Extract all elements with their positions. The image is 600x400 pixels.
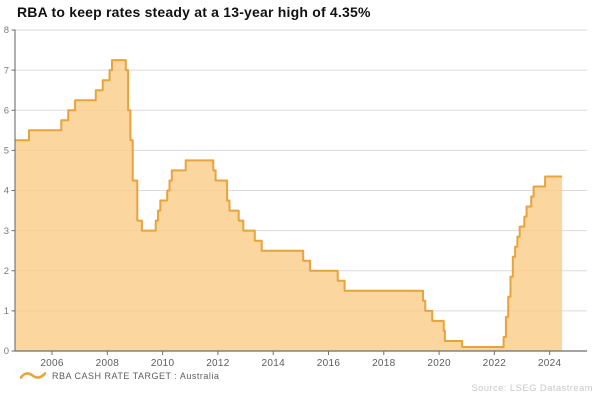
rate-area-fill [15, 60, 563, 351]
svg-text:4: 4 [4, 186, 9, 197]
source-note: Source: LSEG Datastream [471, 383, 593, 394]
svg-text:2022: 2022 [483, 358, 507, 369]
svg-text:3: 3 [4, 226, 9, 237]
svg-text:7: 7 [4, 65, 9, 76]
svg-text:2024: 2024 [538, 358, 562, 369]
svg-text:5: 5 [4, 146, 9, 157]
svg-text:2010: 2010 [151, 358, 175, 369]
svg-text:2014: 2014 [261, 358, 285, 369]
svg-text:2020: 2020 [427, 358, 451, 369]
svg-text:6: 6 [4, 105, 9, 116]
svg-text:2006: 2006 [40, 358, 64, 369]
svg-text:2: 2 [4, 266, 9, 277]
svg-text:1: 1 [4, 306, 9, 317]
svg-text:2016: 2016 [317, 358, 341, 369]
svg-text:2008: 2008 [96, 358, 120, 369]
legend-line-swatch-icon [20, 372, 46, 379]
svg-text:2012: 2012 [206, 358, 230, 369]
svg-text:0: 0 [4, 346, 9, 357]
svg-text:8: 8 [4, 25, 9, 36]
legend: RBA CASH RATE TARGET : Australia [20, 370, 219, 381]
rate-series [15, 59, 563, 351]
rate-step-line [15, 59, 563, 348]
svg-text:2018: 2018 [372, 358, 396, 369]
y-axis-ticks: 0 1 2 3 4 5 6 7 8 [4, 25, 15, 357]
x-axis-ticks: 2006 2008 2010 2012 2014 2016 2018 2020 2022 2024 [40, 351, 561, 369]
chart-title: RBA to keep rates steady at a 13-year hi… [17, 4, 371, 20]
legend-label: RBA CASH RATE TARGET : Australia [52, 370, 220, 381]
